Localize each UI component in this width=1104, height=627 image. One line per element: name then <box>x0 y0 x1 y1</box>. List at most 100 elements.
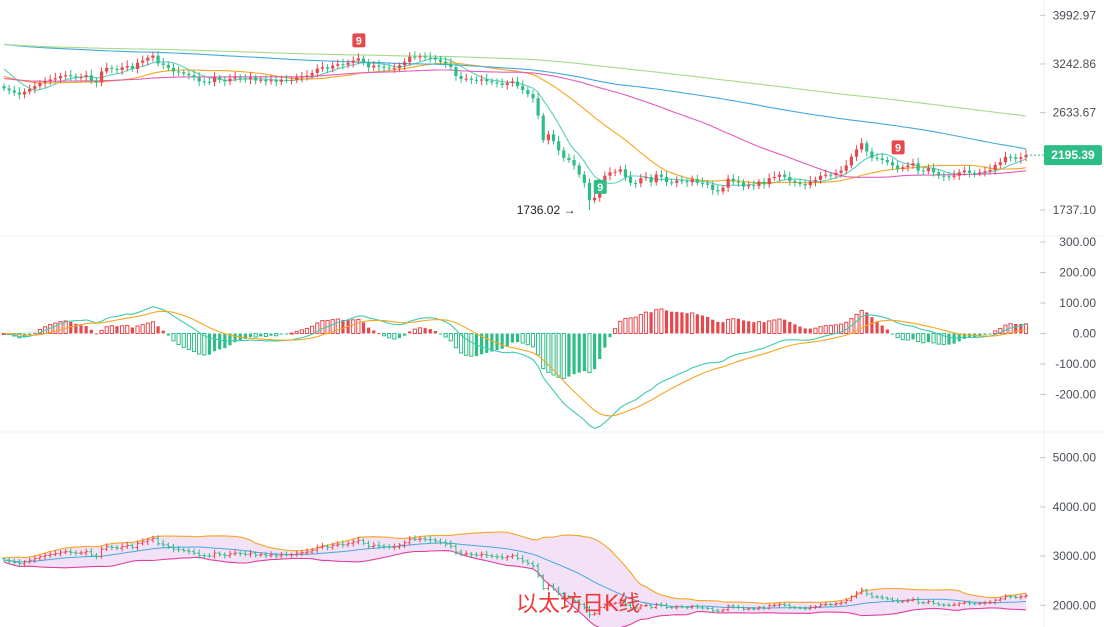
macd-histogram-bar <box>572 333 576 375</box>
candle-body <box>182 72 186 74</box>
macd-histogram-bar <box>392 333 397 340</box>
macd-dif-line <box>3 306 1027 429</box>
macd-histogram-bar <box>839 323 844 334</box>
candle-body <box>130 65 134 69</box>
candle-body <box>551 134 556 142</box>
macd-histogram-bar <box>859 309 864 335</box>
candle-body <box>151 55 155 58</box>
candle-body <box>146 57 150 61</box>
macd-histogram-bar <box>259 333 263 337</box>
td-badge <box>352 33 366 48</box>
boll-tick-label: 4000.00 <box>1053 500 1097 514</box>
macd-histogram-bar <box>304 327 310 335</box>
candle-body <box>762 181 766 185</box>
candle-body <box>521 86 525 91</box>
candle-body <box>777 174 782 177</box>
macd-histogram-bar <box>263 333 269 338</box>
candle-body <box>387 67 391 69</box>
macd-histogram-bar <box>161 330 165 334</box>
macd-histogram-bar <box>171 333 176 342</box>
macd-histogram-bar <box>515 333 520 343</box>
candle-body <box>721 187 725 192</box>
candle-body <box>608 172 612 176</box>
candle-body <box>264 79 268 82</box>
macd-histogram-bar <box>736 318 740 334</box>
macd-histogram-bar <box>643 311 649 335</box>
candle-body <box>998 162 1002 165</box>
candle-body <box>17 92 21 95</box>
candle-body <box>177 71 181 73</box>
candle-body <box>64 75 68 77</box>
macd-histogram-bar <box>253 333 258 338</box>
candle-body <box>207 81 212 83</box>
macd-histogram-bar <box>99 329 104 335</box>
candle-body <box>89 75 93 81</box>
macd-histogram-bar <box>680 312 684 334</box>
candle-body <box>1003 156 1008 163</box>
candle-body <box>444 61 448 64</box>
macd-dea-line <box>3 310 1027 417</box>
candle-body <box>336 64 340 66</box>
macd-histogram-bar <box>885 329 889 334</box>
candle-body <box>120 67 124 71</box>
candle-body <box>593 197 597 201</box>
macd-histogram-bar <box>361 322 366 334</box>
macd-histogram-bar <box>387 333 392 339</box>
macd-histogram-bar <box>752 322 756 334</box>
macd-histogram-bar <box>150 321 156 334</box>
candle-body <box>392 68 396 70</box>
macd-histogram-bar <box>218 333 222 350</box>
candle-body <box>541 115 545 141</box>
boll-band-fill <box>4 532 1026 627</box>
macd-histogram-bar <box>33 332 37 334</box>
candle-body <box>254 77 258 81</box>
macd-histogram-bar <box>608 333 612 338</box>
candle-body <box>906 165 910 168</box>
candle-body <box>7 88 11 91</box>
macd-histogram-bar <box>628 317 633 334</box>
ma-long-line <box>3 43 1027 150</box>
macd-histogram-bar <box>480 333 484 355</box>
macd-histogram-bar <box>341 319 345 334</box>
bollinger-panel <box>2 531 1028 627</box>
candle-body <box>634 182 638 184</box>
candle-body <box>880 158 884 161</box>
candle-body <box>356 58 360 61</box>
candle-body <box>212 77 217 83</box>
macd-histogram-bar <box>356 318 361 334</box>
candle-body <box>813 179 818 182</box>
macd-histogram-bar <box>623 317 628 335</box>
candle-body <box>865 143 869 152</box>
macd-histogram-bar <box>310 325 315 334</box>
macd-histogram-bar <box>279 333 283 335</box>
low-price-label: 1736.02 → <box>517 203 576 217</box>
candle-body <box>659 174 663 177</box>
macd-histogram-bar <box>803 328 807 334</box>
macd-histogram-bar <box>69 321 73 334</box>
candle-body <box>772 176 776 179</box>
candle-body <box>84 75 88 78</box>
macd-histogram-bar <box>212 333 217 352</box>
macd-tick-label: -200.00 <box>1055 388 1096 402</box>
candle-body <box>300 76 304 78</box>
candle-body <box>675 180 679 183</box>
macd-tick-label: 0.00 <box>1073 327 1097 341</box>
macd-histogram-bar <box>772 319 777 335</box>
y-axis: 3992.97 3242.86 2633.67 1737.10 2195.39 300.0… <box>1026 8 1102 612</box>
candle-body <box>783 174 787 177</box>
candle-body <box>74 76 78 78</box>
macd-histogram-bar <box>556 333 561 378</box>
macd-tick-label: -100.00 <box>1055 357 1096 371</box>
candle-body <box>916 163 920 171</box>
chart-watermark: 以太坊日K线 <box>516 592 641 617</box>
macd-histogram-bar <box>448 333 453 342</box>
candle-body <box>22 91 27 95</box>
macd-histogram-bar <box>988 333 992 335</box>
candle-body <box>99 71 104 83</box>
candle-body <box>233 77 237 79</box>
macd-histogram-bar <box>330 319 335 334</box>
macd-histogram-bar <box>505 333 509 347</box>
macd-histogram-bar <box>1014 323 1018 334</box>
candle-body <box>854 149 859 157</box>
macd-panel <box>1 306 1029 429</box>
